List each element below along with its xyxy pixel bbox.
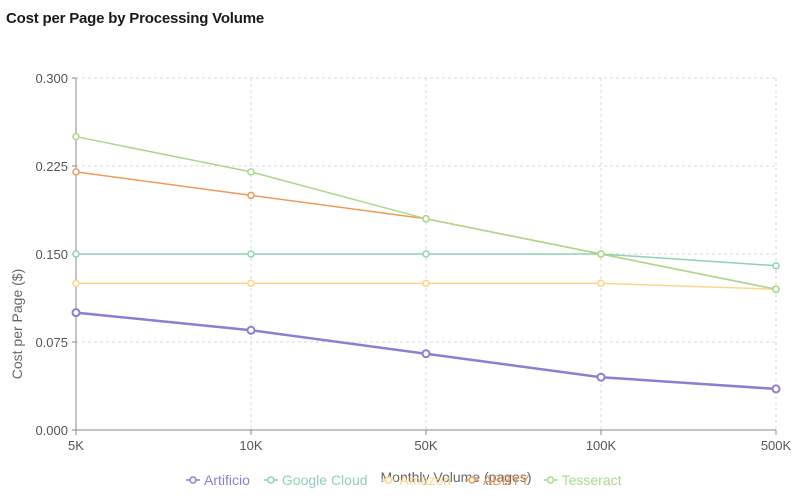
data-point[interactable] [247, 250, 255, 258]
legend-item-amazon[interactable]: Amazon [381, 472, 451, 488]
legend-swatch-marker [384, 476, 393, 484]
data-point[interactable] [422, 279, 430, 288]
data-point[interactable] [72, 279, 80, 288]
data-point[interactable] [72, 168, 80, 176]
y-tick-label: 0.075 [35, 335, 68, 350]
legend-item-tesseract[interactable]: Tesseract [543, 472, 622, 488]
data-point[interactable] [597, 279, 605, 288]
x-tick-label: 10K [239, 438, 262, 453]
data-point[interactable] [72, 250, 80, 258]
legend-swatch-marker [468, 476, 476, 484]
legend: Artificio Google Cloud Amazon ABBYY Tesserac… [186, 472, 622, 488]
tick-labels: 0.000 0.075 0.150 0.225 0.300 5K 10K 50K 100K 500… [35, 71, 791, 453]
x-tick-label: 5K [68, 438, 84, 453]
y-axis-title: Cost per Page ($) [9, 269, 25, 380]
legend-label: Artificio [204, 472, 250, 488]
legend-swatch-marker [267, 476, 275, 484]
data-point[interactable] [247, 191, 255, 200]
data-point[interactable] [772, 261, 780, 270]
legend-item-artificio[interactable]: Artificio [186, 472, 250, 488]
legend-label: Google Cloud [282, 472, 368, 488]
y-tick-label: 0.300 [35, 71, 68, 86]
series-tesseract [72, 132, 780, 293]
legend-item-google-cloud[interactable]: Google Cloud [263, 472, 368, 488]
data-point[interactable] [247, 168, 255, 176]
data-point[interactable] [596, 372, 606, 382]
legend-label: Tesseract [562, 472, 622, 488]
series-artificio [71, 308, 781, 394]
legend-swatch-marker [189, 476, 197, 484]
x-axis-title: Monthly Volume (pages) [381, 469, 532, 485]
legend-label: Amazon [400, 472, 451, 488]
data-point[interactable] [422, 250, 430, 258]
y-tick-label: 0.150 [35, 247, 68, 262]
data-point[interactable] [71, 308, 81, 318]
axis-titles: Monthly Volume (pages) Cost per Page ($) [9, 269, 531, 485]
series-lines [71, 132, 781, 394]
y-tick-label: 0.000 [35, 423, 68, 438]
legend-label: ABBYY [483, 472, 530, 488]
legend-swatch-marker [546, 476, 555, 484]
data-point[interactable] [246, 325, 256, 335]
legend-item-abbyy[interactable]: ABBYY [464, 472, 530, 488]
data-point[interactable] [772, 285, 780, 293]
x-tick-label: 100K [586, 438, 617, 453]
data-point[interactable] [422, 215, 430, 223]
chart-title: Cost per Page by Processing Volume [6, 10, 264, 27]
y-tick-label: 0.225 [35, 159, 68, 174]
x-tick-label: 50K [414, 438, 437, 453]
data-point[interactable] [421, 349, 431, 359]
x-tick-label: 500K [761, 438, 792, 453]
data-point[interactable] [247, 279, 255, 288]
data-point[interactable] [597, 250, 605, 258]
data-point[interactable] [771, 384, 781, 394]
data-point[interactable] [72, 132, 80, 141]
